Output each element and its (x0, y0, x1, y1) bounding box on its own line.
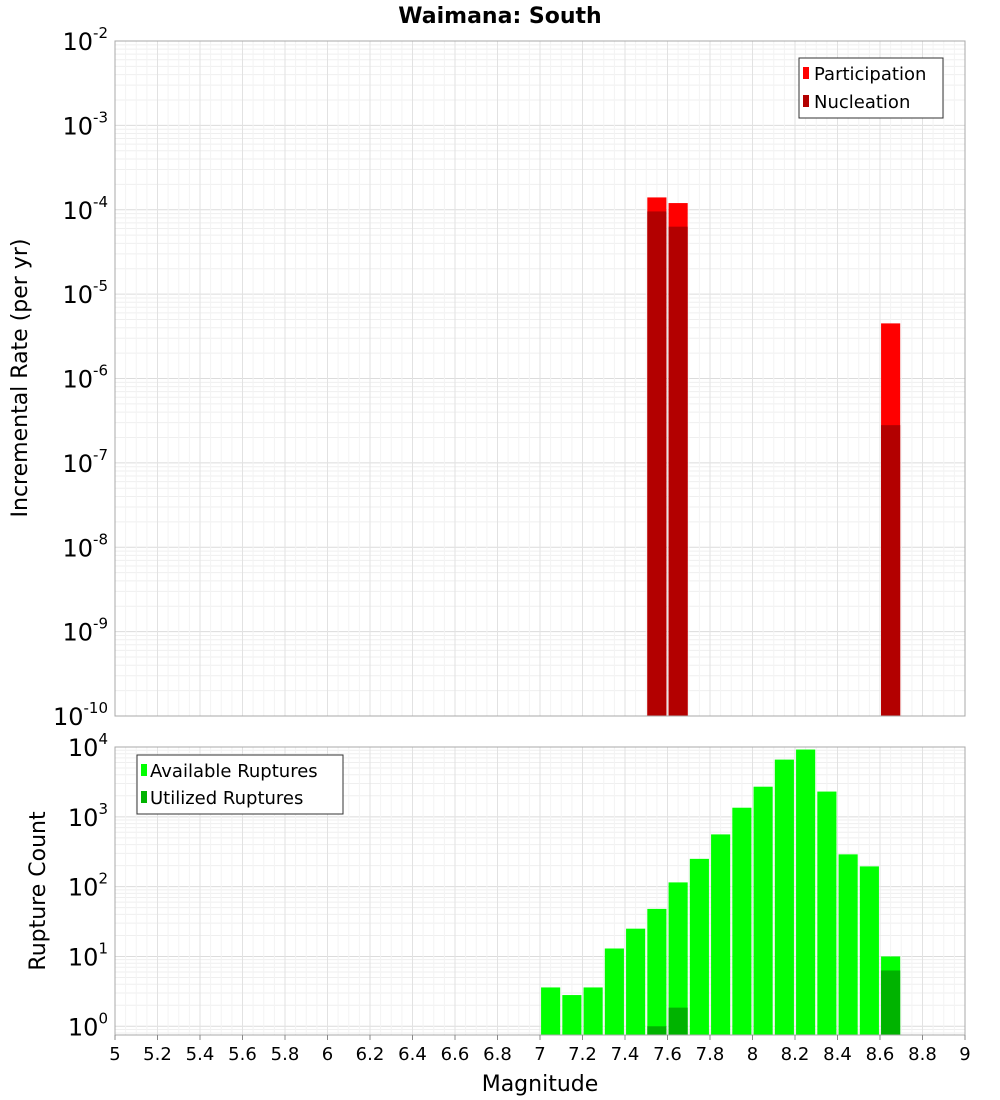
rate-y-tick-label: 10-3 (62, 108, 108, 140)
count-y-tick-label: 100 (68, 1009, 108, 1041)
rate-y-tick-label: 10-2 (62, 24, 108, 56)
x-tick-label: 7.6 (653, 1044, 682, 1065)
count-y-axis-label: Rupture Count (26, 811, 51, 971)
available-ruptures-bar (604, 948, 624, 1035)
available-ruptures-bar (541, 987, 561, 1035)
x-tick-label: 7.4 (611, 1044, 640, 1065)
x-tick-label: 7 (534, 1044, 545, 1065)
x-tick-label: 8.4 (823, 1044, 852, 1065)
nucleation-bar (647, 211, 667, 717)
available-ruptures-bar (796, 749, 816, 1035)
available-bars (541, 749, 901, 1035)
rate-y-tick-label: 10-9 (62, 615, 108, 647)
nucleation-legend-label: Nucleation (814, 92, 910, 113)
available-ruptures-bar (774, 759, 794, 1035)
x-tick-label: 6.4 (398, 1044, 427, 1065)
x-tick-label: 6.6 (441, 1044, 470, 1065)
x-tick-label: 8.6 (866, 1044, 895, 1065)
available-ruptures-bar (838, 854, 858, 1035)
magnitude-axis-label: Magnitude (482, 1072, 599, 1097)
x-tick-label: 9 (959, 1044, 970, 1065)
available-ruptures-bar (562, 995, 582, 1035)
available-ruptures-bar (753, 786, 773, 1035)
available-ruptures-bar (711, 834, 731, 1035)
nucleation-bars (647, 211, 901, 717)
participation-legend-label: Participation (814, 64, 926, 85)
x-tick-label: 7.8 (696, 1044, 725, 1065)
available-ruptures-bar (668, 882, 688, 1035)
utilized-legend-label: Utilized Ruptures (150, 788, 303, 809)
utilized-ruptures-bar (647, 1026, 667, 1035)
rate-y-ticks: 10-2 10-3 10-4 10-5 10-6 10-7 10-8 10-9 10-10 (53, 24, 108, 731)
chart-title: Waimana: South (398, 4, 601, 29)
x-tick-label: 5 (109, 1044, 120, 1065)
rate-y-axis-label: Incremental Rate (per yr) (8, 239, 33, 518)
x-tick-label: 6.2 (356, 1044, 385, 1065)
x-tick-label: 6.8 (483, 1044, 512, 1065)
count-panel: 104 103 102 101 100 5 5.2 5.4 5.6 5.8 6 6.2 6.4 6.6 6… (26, 730, 971, 1097)
available-legend-label: Available Ruptures (150, 761, 318, 782)
rate-panel: 10-2 10-3 10-4 10-5 10-6 10-7 10-8 10-9 10-10 In… (8, 24, 966, 731)
utilized-bars (647, 970, 901, 1035)
rate-y-tick-label: 10-4 (62, 193, 108, 225)
x-tick-label: 5.2 (143, 1044, 172, 1065)
rate-y-tick-label: 10-7 (62, 446, 108, 478)
x-tick-label: 5.4 (186, 1044, 215, 1065)
available-ruptures-bar (732, 807, 752, 1035)
rate-legend: Participation Nucleation (798, 57, 944, 119)
rate-y-tick-label: 10-8 (62, 530, 108, 562)
utilized-ruptures-bar (881, 970, 901, 1035)
available-legend-swatch (141, 764, 147, 776)
count-y-tick-label: 102 (68, 870, 108, 902)
x-tick-label: 5.6 (228, 1044, 257, 1065)
count-y-ticks: 104 103 102 101 100 (68, 730, 108, 1041)
x-tick-label: 8.8 (908, 1044, 937, 1065)
count-y-tick-label: 101 (68, 939, 108, 971)
rate-y-tick-label: 10-6 (62, 362, 108, 394)
x-tick-label: 7.2 (568, 1044, 597, 1065)
rate-y-tick-label: 10-5 (62, 277, 108, 309)
participation-legend-swatch (803, 67, 809, 79)
available-ruptures-bar (817, 791, 837, 1035)
x-tick-label: 5.8 (271, 1044, 300, 1065)
nucleation-legend-swatch (803, 95, 809, 107)
rate-legend-box (798, 57, 944, 119)
count-y-tick-label: 104 (68, 730, 108, 762)
available-ruptures-bar (583, 987, 603, 1035)
count-legend-box (136, 754, 344, 815)
nucleation-bar (668, 226, 688, 716)
count-y-tick-label: 103 (68, 800, 108, 832)
rate-plot-frame (114, 40, 966, 717)
utilized-ruptures-bar (668, 1007, 688, 1035)
x-tick-label: 8.2 (781, 1044, 810, 1065)
available-ruptures-bar (859, 866, 879, 1035)
utilized-legend-swatch (141, 791, 147, 803)
available-ruptures-bar (689, 858, 709, 1035)
rate-y-tick-label: 10-10 (53, 699, 108, 731)
available-ruptures-bar (626, 928, 646, 1035)
nucleation-bar (881, 425, 901, 716)
x-tick-label: 8 (747, 1044, 758, 1065)
x-tick-label: 6 (322, 1044, 333, 1065)
count-legend: Available Ruptures Utilized Ruptures (136, 754, 344, 815)
magnitude-x-ticks: 5 5.2 5.4 5.6 5.8 6 6.2 6.4 6.6 6.8 7 7.2 7.4 7.6 7.8 8… (109, 1035, 971, 1065)
rate-grid (114, 40, 966, 717)
available-ruptures-bar (647, 908, 667, 1035)
